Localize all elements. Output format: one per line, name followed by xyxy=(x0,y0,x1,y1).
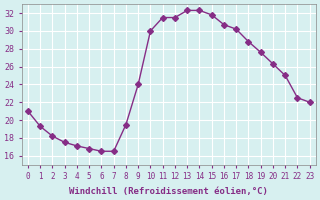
X-axis label: Windchill (Refroidissement éolien,°C): Windchill (Refroidissement éolien,°C) xyxy=(69,187,268,196)
